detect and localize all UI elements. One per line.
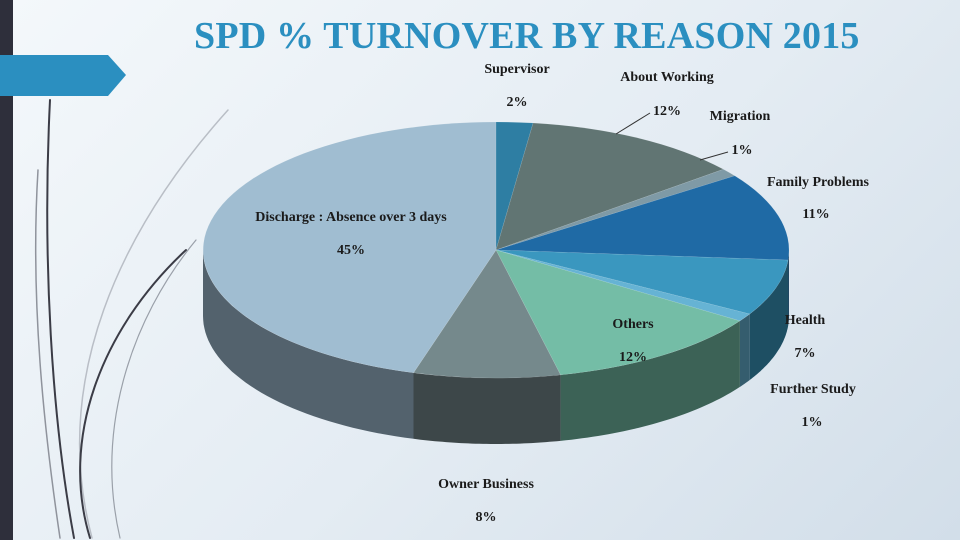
- pie-slice-discharge-absence-over-3-days: [202, 121, 497, 374]
- label-about-working: About Working: [620, 70, 714, 85]
- pie-side-health: [749, 260, 789, 380]
- value-label-supervisor: 2%: [507, 95, 528, 110]
- value-label-discharge-absence-over-3-days: 45%: [337, 243, 365, 258]
- pie-side-further-study: [739, 314, 750, 387]
- pie-slice-migration: [495, 168, 736, 251]
- label-migration: Migration: [710, 109, 771, 124]
- value-label-others: 12%: [619, 350, 647, 365]
- slide-left-bar: [0, 0, 13, 540]
- slide-accent-tab: [0, 55, 126, 96]
- decorative-lines: [34, 99, 229, 539]
- pie-slice-further-study: [495, 249, 751, 322]
- pie-3d-group: [202, 121, 790, 444]
- pie-side-discharge-absence-over-3-days: [203, 250, 414, 439]
- label-owner-business: Owner Business: [438, 477, 534, 492]
- pie-side-owner-business: [413, 372, 561, 444]
- pie-slice-supervisor: [495, 121, 534, 251]
- value-label-health: 7%: [795, 346, 816, 361]
- label-supervisor: Supervisor: [484, 62, 549, 77]
- label-health: Health: [785, 313, 826, 328]
- pie-labels-group: Supervisor 2% About Working 12% Migration 1% F…: [255, 62, 869, 525]
- value-label-about-working: 12%: [653, 104, 681, 119]
- value-label-owner-business: 8%: [476, 510, 497, 525]
- slide-title: SPD % TURNOVER BY REASON 2015: [194, 15, 860, 57]
- leader-line: [699, 151, 729, 161]
- value-label-further-study: 1%: [802, 415, 823, 430]
- pie-slice-others: [495, 249, 741, 376]
- leader-line: [615, 112, 651, 135]
- pie-side-family-problems: [788, 250, 789, 327]
- label-discharge-absence-over-3-days: Discharge : Absence over 3 days: [255, 210, 447, 225]
- value-label-migration: 1%: [732, 143, 753, 158]
- value-label-family-problems: 11%: [802, 207, 829, 222]
- label-further-study: Further Study: [770, 382, 856, 397]
- label-family-problems: Family Problems: [767, 175, 870, 190]
- pie-slice-health: [495, 249, 789, 315]
- label-others: Others: [612, 317, 654, 332]
- pie-slice-family-problems: [495, 175, 790, 261]
- pie-slice-about-working: [495, 122, 725, 251]
- pie-side-others: [560, 320, 740, 441]
- pie-slice-owner-business: [412, 249, 562, 379]
